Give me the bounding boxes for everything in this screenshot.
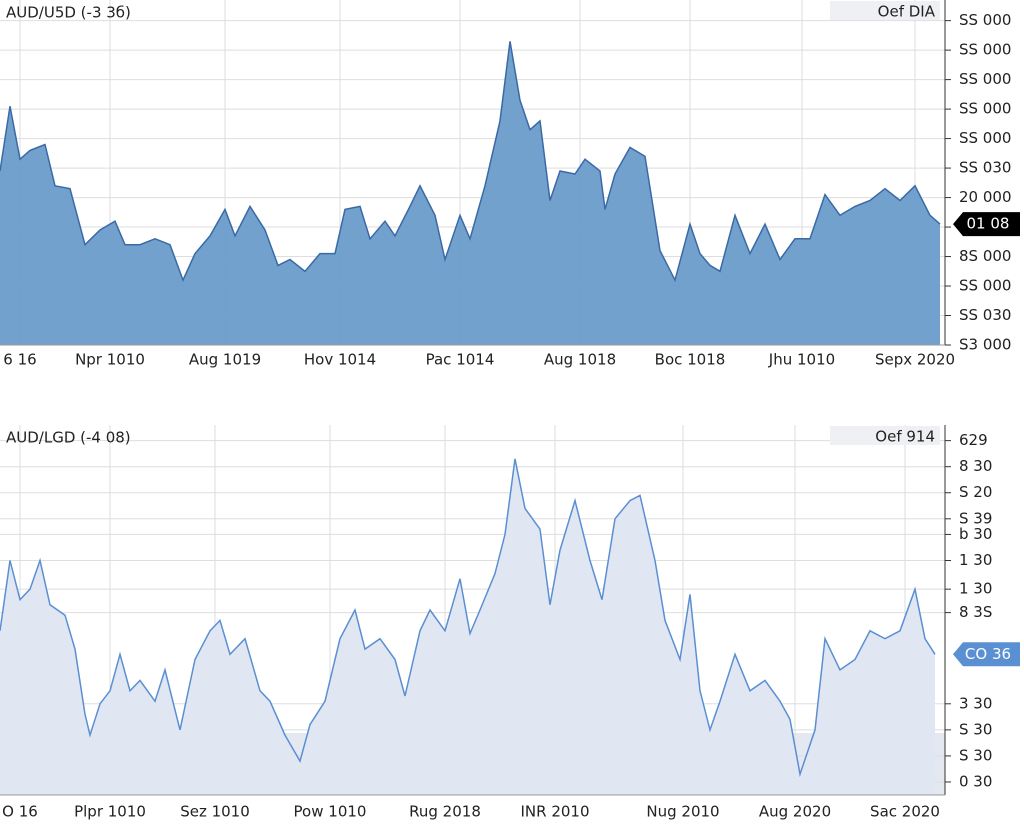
x-tick-label: Npr 1010 — [75, 351, 145, 369]
y-tick-label: 1 30 — [959, 580, 992, 598]
x-tick-label: Plpr 1010 — [74, 803, 146, 821]
y-tick-label: 629 — [959, 431, 988, 449]
legend-label: Oef DIA — [878, 3, 936, 21]
y-tick-label: 8 3S — [959, 603, 992, 621]
x-tick-label: 6 16 — [3, 351, 36, 369]
y-tick-label: 3 30 — [959, 694, 992, 712]
x-tick-label: Pow 1010 — [294, 803, 367, 821]
x-tick-label: Aug 1018 — [544, 351, 616, 369]
y-tick-label: 20 000 — [959, 188, 1012, 206]
y-tick-label: S 39 — [959, 509, 992, 527]
price-badge-label: CO 36 — [965, 645, 1011, 663]
x-tick-label: Pac 1014 — [426, 351, 495, 369]
x-tick-label: Sac 2020 — [870, 803, 940, 821]
y-tick-label: SS 030 — [959, 159, 1011, 177]
y-tick-label: S 30 — [959, 746, 992, 764]
y-tick-label: b 30 — [959, 525, 992, 543]
y-tick-label: SS 000 — [959, 70, 1011, 88]
chart-title: AUD/LGD (-4 08) — [6, 429, 131, 447]
y-tick-label: S 30 — [959, 720, 992, 738]
x-tick-label: O 16 — [2, 803, 38, 821]
y-tick-label: SS 000 — [959, 11, 1011, 29]
price-line — [0, 458, 936, 778]
y-tick-label: 1 30 — [959, 551, 992, 569]
x-tick-label: Hov 1014 — [304, 351, 376, 369]
y-tick-label: S 20 — [959, 483, 992, 501]
price-badge-label: 01 08 — [967, 215, 1010, 233]
x-tick-label: Nug 2010 — [646, 803, 719, 821]
x-tick-label: Jhu 1010 — [768, 351, 835, 369]
y-tick-label: SS 000 — [959, 277, 1011, 295]
y-tick-label: 0 30 — [959, 772, 992, 790]
x-tick-label: Aug 2020 — [759, 803, 831, 821]
x-tick-label: Sepx 2020 — [875, 351, 955, 369]
x-tick-label: Rug 2018 — [409, 803, 481, 821]
y-tick-label: SS 000 — [959, 129, 1011, 147]
legend-label: Oef 914 — [875, 428, 935, 446]
y-tick-label: SS 000 — [959, 41, 1011, 59]
chart-title: AUD/U5D (-3 3б) — [6, 4, 131, 22]
y-tick-label: S3 000 — [959, 336, 1011, 354]
x-tick-label: Boc 1018 — [655, 351, 726, 369]
x-tick-label: Sez 1010 — [180, 803, 250, 821]
price-badge — [953, 642, 1020, 667]
x-tick-label: Aug 1019 — [189, 351, 261, 369]
y-tick-label: 8 30 — [959, 457, 992, 475]
x-tick-label: INR 2010 — [520, 803, 589, 821]
legend-box — [830, 426, 940, 445]
price-line — [0, 41, 941, 283]
y-tick-label: SS 000 — [959, 100, 1011, 118]
area-fill — [0, 41, 940, 346]
legend-box — [830, 1, 940, 20]
y-tick-label: 8S 000 — [959, 247, 1011, 265]
price-badge — [953, 212, 1020, 237]
y-tick-label: SS 030 — [959, 306, 1011, 324]
area-fill — [0, 458, 935, 795]
